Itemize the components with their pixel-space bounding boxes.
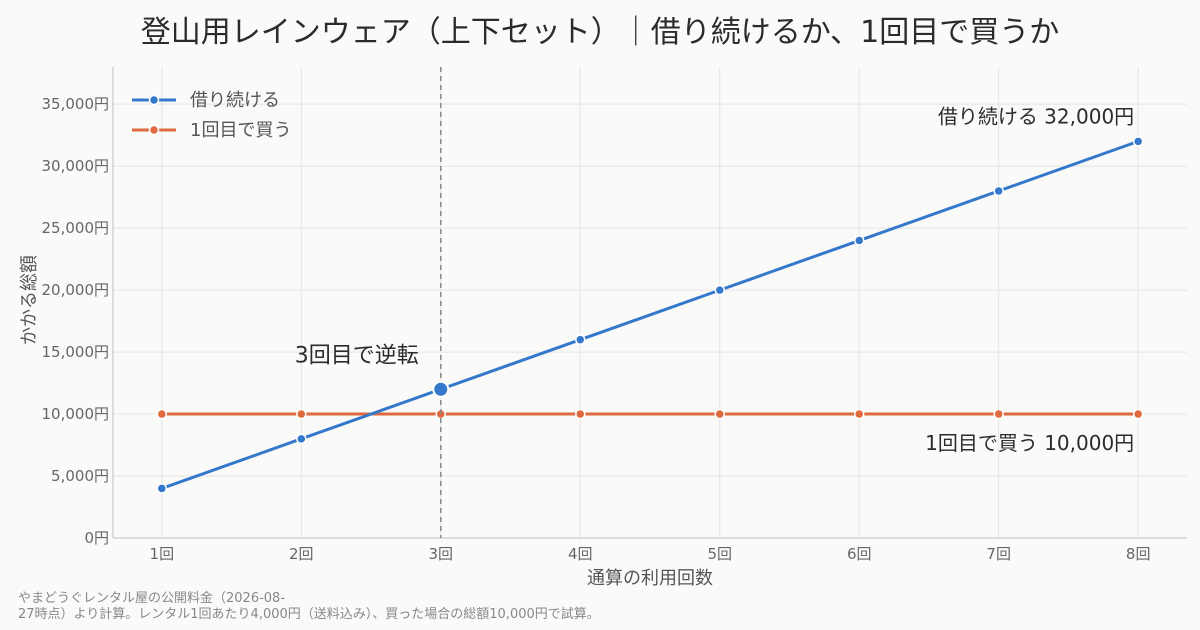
series-layer (156, 136, 1144, 494)
x-tick-label: 8回 (1126, 545, 1151, 563)
x-tick-label: 1回 (150, 545, 175, 563)
series-2-point (156, 408, 168, 420)
crossover-label: 3回目で逆転 (295, 343, 419, 368)
x-tick-label: 2回 (289, 545, 314, 563)
end-label-buy: 1回目で買う 10,000円 (925, 431, 1134, 455)
legend-swatch-marker (148, 124, 160, 136)
y-axis-label: かかる総額 (19, 255, 40, 345)
x-tick-label: 4回 (568, 545, 593, 563)
series-1-point (993, 185, 1004, 197)
series-2-point (1132, 408, 1144, 420)
y-tick-label: 25,000円 (42, 219, 110, 237)
legend-label: 借り続ける (190, 90, 280, 111)
y-tick-label: 5,000円 (51, 467, 109, 485)
series-2-point (993, 408, 1004, 420)
series-1-point (296, 433, 307, 445)
source-note-line-1: やまどうぐレンタル屋の公開料金（2026-08- (18, 590, 285, 606)
y-tick-label: 10,000円 (42, 405, 110, 423)
legend: 借り続ける 1回目で買う (132, 90, 291, 141)
series-1-point (1132, 136, 1144, 147)
end-label-rental: 借り続ける 32,000円 (938, 104, 1134, 128)
series-2-point (575, 408, 586, 420)
legend-label: 1回目で買う (190, 120, 291, 141)
x-tick-label: 5回 (707, 545, 732, 563)
y-tick-label: 0円 (84, 529, 109, 547)
y-tick-label: 35,000円 (42, 95, 110, 113)
y-tick-label: 15,000円 (42, 343, 110, 361)
series-2-point (714, 408, 725, 420)
series-1-point (714, 284, 725, 296)
annotations: 3回目で逆転 借り続ける 32,000円 1回目で買う 10,000円 (295, 67, 1134, 538)
legend-swatch-marker (148, 94, 160, 106)
x-tick-label: 6回 (847, 545, 872, 563)
series-2-point (853, 408, 865, 420)
chart-title: 登山用レインウェア（上下セット）｜借り続けるか、1回目で買うか (141, 15, 1060, 50)
y-tick-label: 30,000円 (42, 157, 110, 175)
x-axis-label: 通算の利用回数 (587, 568, 713, 589)
series-line-1 (161, 139, 1139, 490)
series-1-point (156, 483, 168, 494)
source-note-line-2: 27時点）より計算。レンタル1回あたり4,000円（送料込み）、買った場合の総額… (18, 606, 600, 622)
y-tick-label: 20,000円 (42, 281, 110, 299)
series-1-point (853, 235, 865, 246)
x-tick-label: 3回 (429, 545, 454, 563)
x-tick-label: 7回 (986, 545, 1011, 563)
series-2-point (296, 408, 307, 420)
crossover-point (432, 380, 450, 398)
axes: 0円 5,000円 10,000円 15,000円 20,000円 25,000円 30,0… (42, 67, 1187, 563)
series-1-point (575, 334, 586, 345)
